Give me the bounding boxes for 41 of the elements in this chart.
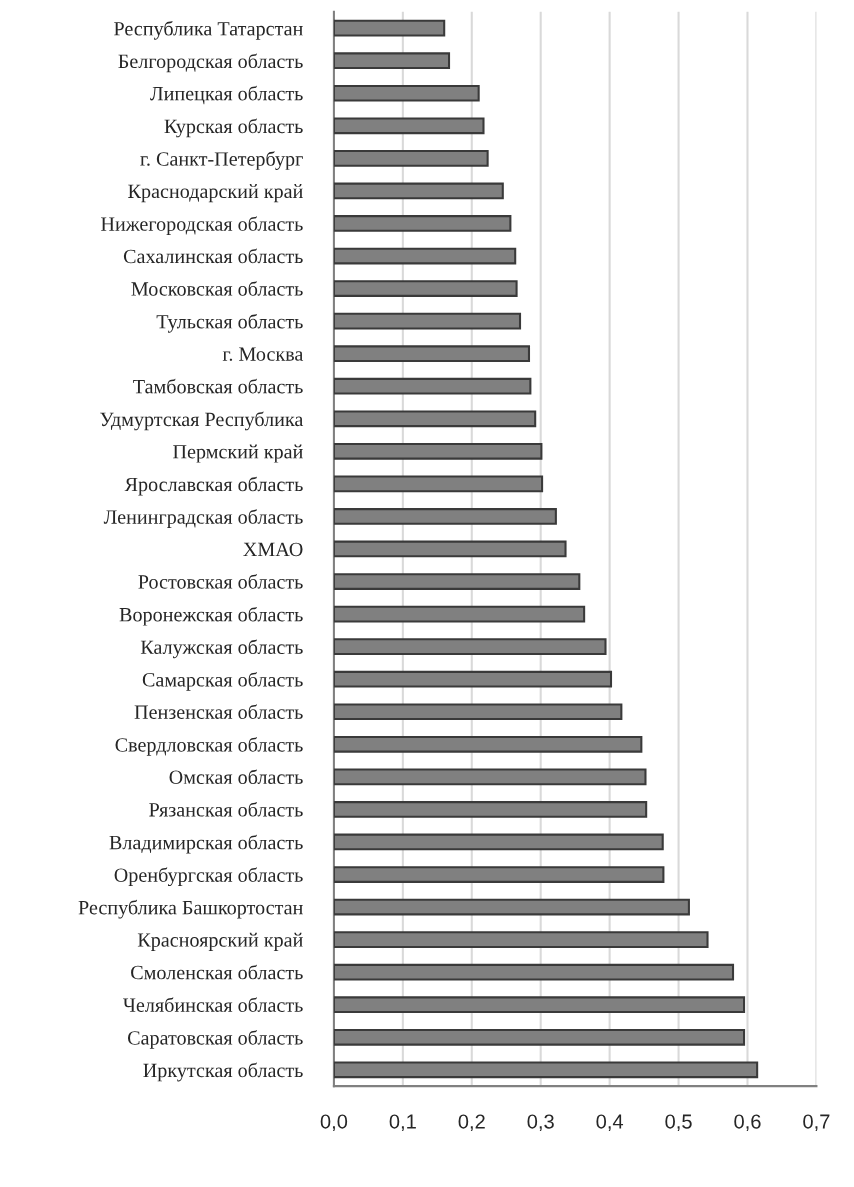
y-tick-label: г. Санкт-Петербург <box>140 151 303 170</box>
y-tick-label: Ленинградская область <box>103 509 303 528</box>
y-tick-label: Смоленская область <box>131 964 303 980</box>
y-tick-label: Курская область <box>164 118 303 138</box>
y-tick-label: Свердловская область <box>115 737 303 756</box>
x-tick-label: 0,4 <box>596 1114 624 1132</box>
y-tick-label: Нижегородская область <box>101 216 303 235</box>
y-tick-label: Белгородская область <box>118 53 303 73</box>
y-tick-label: Самарская область <box>142 671 303 691</box>
y-tick-label: Сахалинская область <box>123 248 303 264</box>
x-tick-label: 0,5 <box>665 1114 692 1132</box>
x-tick-label: 0,7 <box>803 1114 830 1132</box>
y-tick-label: Московская область <box>131 281 303 296</box>
x-tick-label: 0,6 <box>734 1114 761 1132</box>
y-tick-label: Удмуртская Республика <box>100 411 304 431</box>
y-tick-label: Ростовская область <box>138 574 303 589</box>
y-tick-label: Липецкая область <box>150 85 303 105</box>
y-tick-label: Иркутская область <box>143 1062 303 1082</box>
y-tick-label: Оренбургская область <box>114 867 303 887</box>
y-tick-label: Республика Татарстан <box>114 20 303 40</box>
y-tick-label: Владимирская область <box>109 834 303 854</box>
x-tick-label: 0,1 <box>389 1114 416 1132</box>
y-tick-label: ХМАО <box>243 542 303 557</box>
y-tick-label: г. Москва <box>222 347 304 361</box>
y-tick-label: Тамбовская область <box>133 378 303 394</box>
x-tick-label: 0,2 <box>458 1114 485 1132</box>
y-tick-label: Красноярский край <box>137 932 303 951</box>
y-tick-label: Краснодарский край <box>128 184 303 203</box>
y-tick-label: Ярославская область <box>124 476 303 496</box>
x-tick-label: 0,3 <box>527 1114 554 1132</box>
y-tick-label: Омская область <box>169 769 303 785</box>
y-tick-label: Тульская область <box>156 313 303 333</box>
y-tick-label: Рязанская область <box>149 801 303 817</box>
y-tick-label: Калужская область <box>140 639 303 659</box>
y-tick-label: Воронежская область <box>119 606 303 626</box>
y-tick-label: Саратовская область <box>127 1030 303 1049</box>
y-tick-label: Республика Башкортостан <box>78 899 303 919</box>
y-tick-label: Пензенская область <box>134 704 303 719</box>
y-tick-label: Челябинская область <box>123 997 303 1012</box>
x-tick-label: 0,0 <box>320 1114 348 1132</box>
y-tick-label: Пермский край <box>173 444 303 463</box>
